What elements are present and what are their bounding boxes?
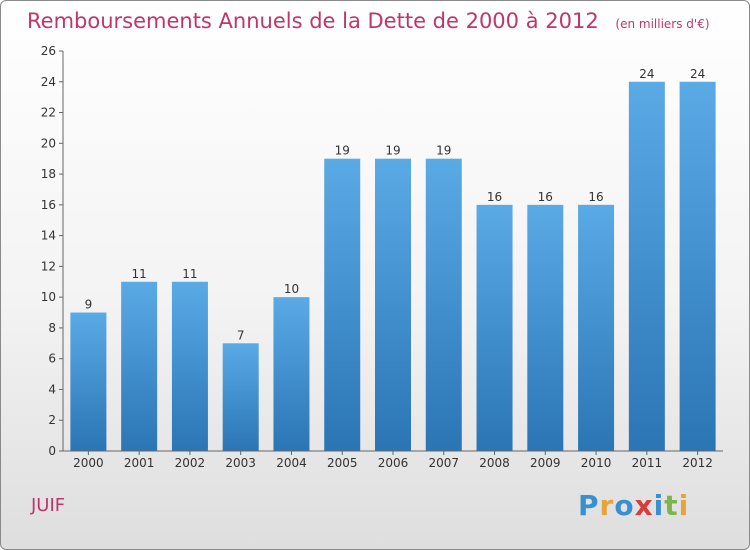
y-tick-label: 22: [41, 106, 56, 120]
x-tick-label-2007: 2007: [428, 456, 459, 470]
y-tick-label: 4: [48, 382, 56, 396]
bar-label-2001: 11: [132, 267, 147, 281]
bar-label-2003: 7: [237, 328, 245, 342]
x-tick-label-2006: 2006: [378, 456, 409, 470]
x-tick-label-2012: 2012: [682, 456, 713, 470]
bar-2009: [527, 204, 564, 451]
x-tick-label-2000: 2000: [73, 456, 104, 470]
bar-label-2000: 9: [85, 298, 93, 312]
bar-2000: [70, 312, 107, 451]
x-tick-label-2002: 2002: [175, 456, 206, 470]
x-tick-label-2011: 2011: [632, 456, 663, 470]
bar-label-2011: 24: [639, 67, 654, 81]
y-tick-label: 16: [41, 198, 56, 212]
chart-title-text: Remboursements Annuels de la Dette de 20…: [27, 9, 599, 33]
bar-label-2012: 24: [690, 67, 705, 81]
bar-2004: [273, 297, 310, 451]
x-tick-label-2008: 2008: [479, 456, 510, 470]
bar-2007: [425, 158, 462, 451]
x-tick-label-2001: 2001: [124, 456, 155, 470]
bar-label-2006: 19: [385, 144, 400, 158]
x-tick-label-2009: 2009: [530, 456, 561, 470]
commune-name: JUIF: [31, 495, 66, 516]
bar-2006: [375, 158, 411, 451]
proxiti-logo: Proxiti: [578, 489, 690, 522]
chart-unit: (en milliers d'€): [615, 17, 710, 31]
y-tick-label: 10: [41, 290, 56, 304]
bar-2005: [324, 158, 361, 451]
bar-2011: [628, 81, 665, 452]
bar-2001: [121, 281, 158, 451]
bar-label-2004: 10: [284, 282, 299, 296]
bar-label-2009: 16: [538, 190, 553, 204]
x-tick-label-2003: 2003: [225, 456, 256, 470]
y-tick-label: 14: [41, 229, 56, 243]
x-tick-label-2010: 2010: [581, 456, 612, 470]
bar-label-2005: 19: [335, 144, 350, 158]
bar-label-2010: 16: [588, 190, 603, 204]
bar-2008: [476, 204, 513, 451]
bar-2002: [171, 281, 208, 451]
bar-label-2008: 16: [487, 190, 502, 204]
y-tick-label: 12: [41, 259, 56, 273]
y-tick-label: 18: [41, 167, 56, 181]
bar-2010: [578, 204, 615, 451]
x-tick-label-2004: 2004: [276, 456, 307, 470]
chart-title: Remboursements Annuels de la Dette de 20…: [27, 9, 710, 33]
y-tick-label: 26: [41, 44, 56, 58]
y-tick-label: 24: [41, 75, 56, 89]
x-tick-label-2005: 2005: [327, 456, 358, 470]
bar-label-2007: 19: [436, 144, 451, 158]
y-tick-label: 8: [48, 321, 56, 335]
y-tick-label: 20: [41, 136, 56, 150]
bar-label-2002: 11: [182, 267, 197, 281]
y-tick-label: 0: [48, 444, 56, 458]
y-tick-label: 2: [48, 413, 56, 427]
bars: 9 11 11 7 10 19 19 19 16 16 16 24 24: [70, 67, 716, 452]
y-tick-label: 6: [48, 352, 56, 366]
x-axis: 2000 2001 2002 2003 2004 2005 2006 2007 2008 2009…: [63, 450, 723, 470]
bar-2012: [679, 81, 716, 452]
bar-2003: [222, 343, 259, 451]
